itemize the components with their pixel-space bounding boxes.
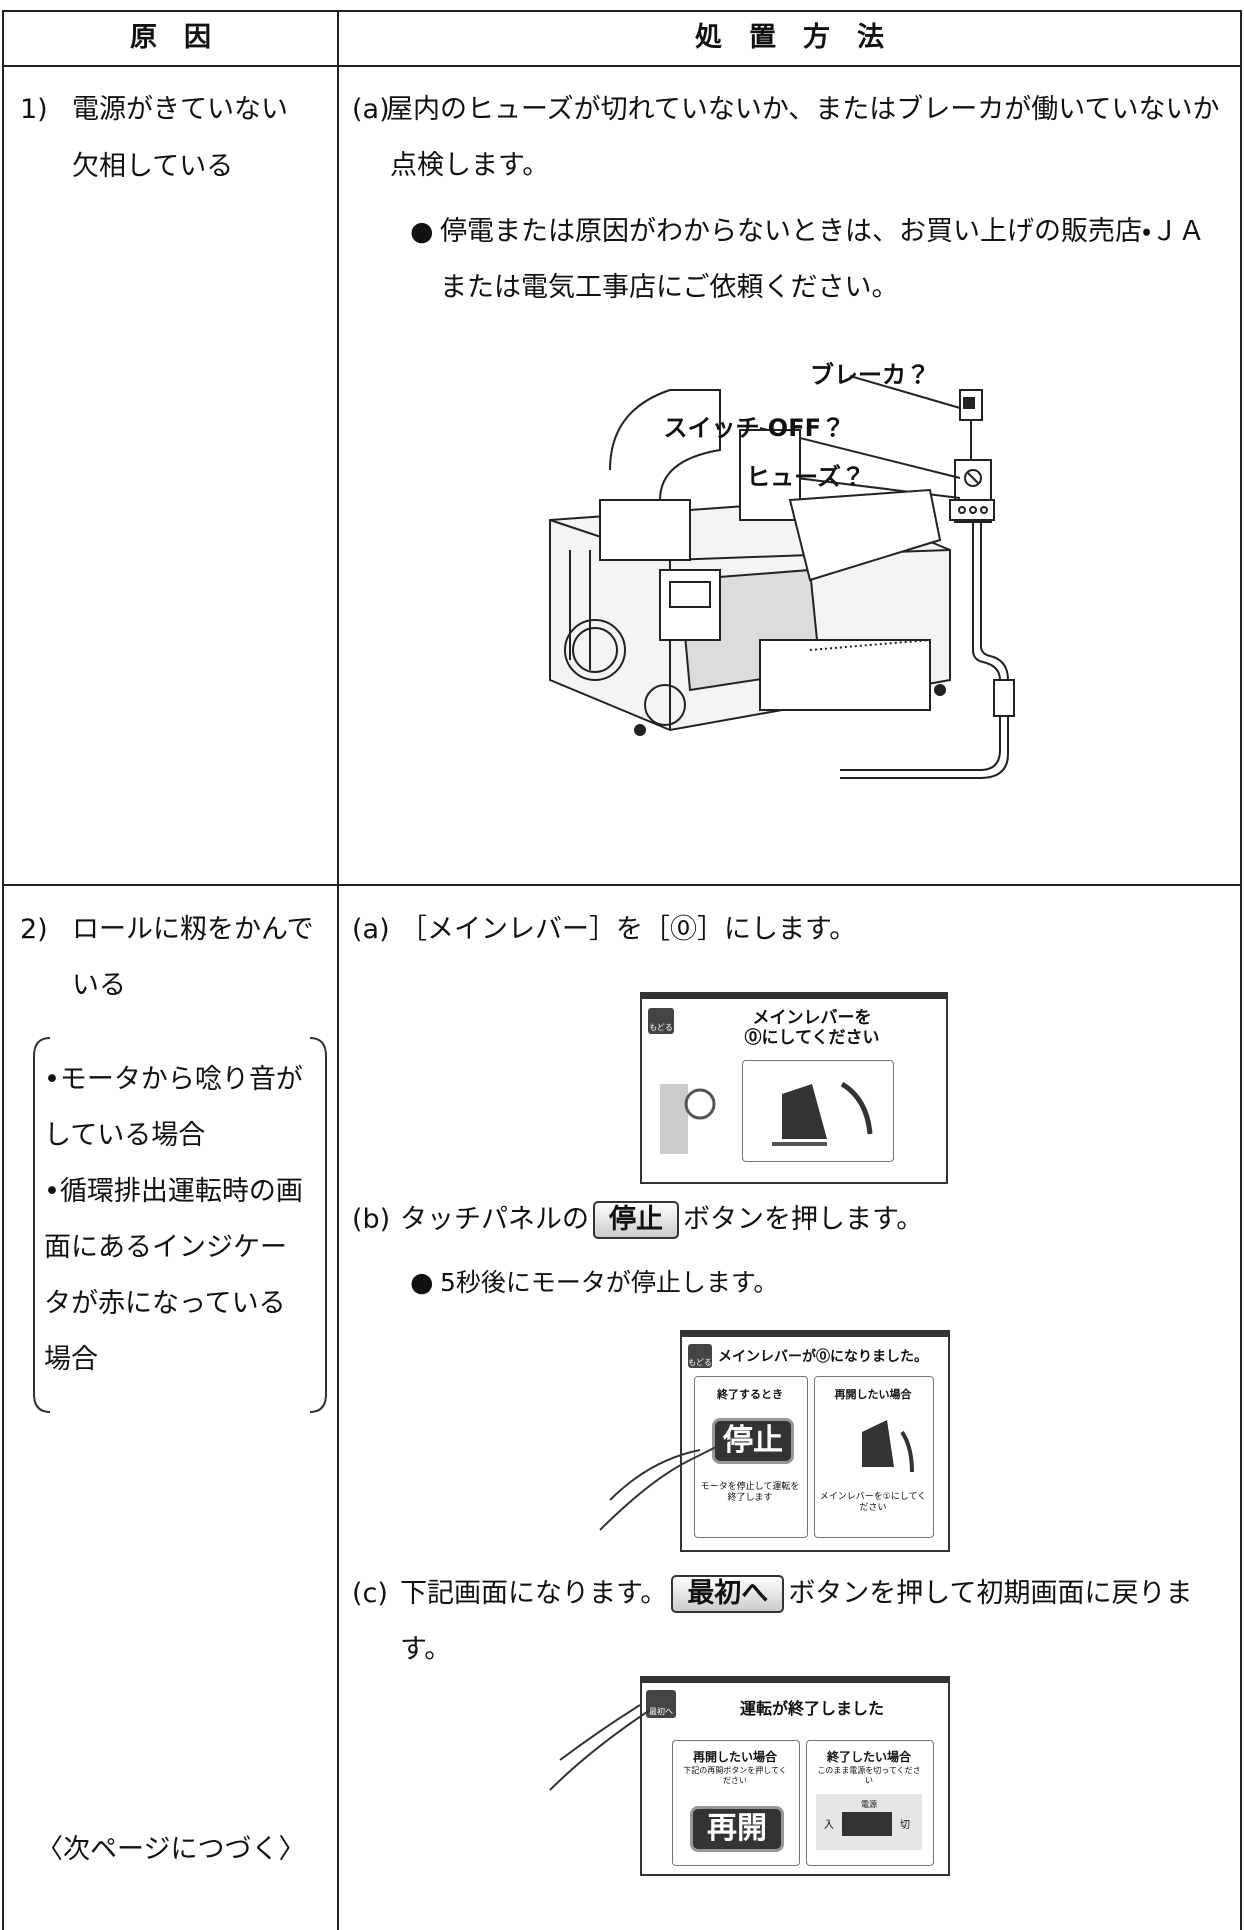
bullet: 停電または原因がわからないときは、お買い上げの販売店・ＪＡまたは電気工事店にご依… bbox=[440, 216, 1206, 303]
back-button: 最初へ bbox=[646, 1690, 676, 1718]
button-ref: 最初へ bbox=[671, 1575, 785, 1613]
header-remedy: 処 置 方 法 bbox=[695, 22, 884, 53]
machine-illustration bbox=[549, 375, 1015, 779]
condition: •循環排出運転時の画面にあるインジケータが赤になっている場合 bbox=[44, 1176, 303, 1375]
figure-label: スイッチ OFF？ bbox=[663, 414, 845, 442]
screen-text: 終了したい場合 bbox=[826, 1750, 911, 1764]
text: ボタンを押します。 bbox=[683, 1204, 924, 1235]
screen-text: ⓪にしてください bbox=[744, 1028, 880, 1048]
text: ボタンを押して初期画面に戻ります。 bbox=[400, 1578, 1193, 1665]
step-label: (a) bbox=[352, 914, 390, 945]
cause-text: ロールに籾をかんでいる bbox=[72, 914, 314, 1001]
step-label: (c) bbox=[352, 1578, 388, 1609]
hand bbox=[599, 1439, 731, 1531]
rule bbox=[2, 10, 4, 1930]
step-text: 下記画面になります。 最初へ ボタンを押して初期画面に戻ります。 bbox=[400, 1566, 1230, 1678]
step-text: ［メインレバー］を［⓪］にします。 bbox=[400, 914, 857, 945]
rule bbox=[2, 884, 1242, 886]
rule bbox=[337, 10, 339, 1930]
screen: もどる メインレバーを ⓪にしてください bbox=[640, 992, 948, 1184]
text: 下記画面になります。 bbox=[400, 1578, 668, 1609]
screen-text: このまま電源を切ってください bbox=[817, 1766, 921, 1785]
text: タッチパネルの bbox=[400, 1204, 589, 1235]
screen-title: メインレバーが⓪になりました。 bbox=[718, 1349, 928, 1365]
condition: •モータから唸り音がしている場合 bbox=[44, 1064, 303, 1151]
screen-text: メインレバーを①にしてください bbox=[819, 1492, 927, 1513]
rule bbox=[2, 10, 1242, 12]
step-label: (b) bbox=[352, 1204, 391, 1235]
bullet: 5秒後にモータが停止します。 bbox=[440, 1268, 779, 1297]
screen: 最初へ 運転が終了しました 再開したい場合 下記の再開ボタンを押してください 再… bbox=[640, 1676, 950, 1876]
screen-text: 再開したい場合 bbox=[692, 1750, 777, 1764]
screen-text: メインレバーを bbox=[752, 1008, 872, 1028]
screen-text: 入 bbox=[824, 1820, 834, 1831]
back-button: もどる bbox=[648, 1008, 674, 1034]
header-cause: 原 因 bbox=[130, 22, 211, 53]
hand bbox=[549, 1704, 651, 1791]
back-button: もどる bbox=[688, 1344, 712, 1368]
screen-button: 再開 bbox=[690, 1806, 784, 1852]
screen: もどる メインレバーが⓪になりました。 終了するとき 停止 モータを停止して運転… bbox=[680, 1330, 950, 1552]
screen-text: モータを停止して運転を終了します bbox=[700, 1482, 800, 1503]
step-label: (a) bbox=[352, 94, 390, 125]
screen-text: 切 bbox=[900, 1820, 910, 1831]
screen-button: 停止 bbox=[712, 1418, 794, 1464]
screen-text: 電源 bbox=[861, 1800, 877, 1809]
row-number: 2) bbox=[20, 914, 48, 945]
step-text: タッチパネルの 停止 ボタンを押します。 bbox=[400, 1192, 923, 1248]
screen-text: 再開したい場合 bbox=[834, 1388, 912, 1401]
step-text: 屋内のヒューズが切れていないか、またはブレーカが働いていないか点検します。 bbox=[386, 94, 1220, 181]
figure-label: ヒューズ？ bbox=[746, 463, 865, 491]
continued-note: 〈次ページにつづく〉 bbox=[36, 1834, 306, 1865]
cause-line: 電源がきていない bbox=[72, 94, 288, 125]
rule bbox=[1240, 10, 1242, 1930]
rule bbox=[2, 65, 1242, 67]
screen-text: 下記の再開ボタンを押してください bbox=[683, 1766, 787, 1785]
bracket bbox=[33, 1037, 327, 1413]
screen-title: 運転が終了しました bbox=[739, 1699, 884, 1718]
cause-line: 欠相している bbox=[72, 151, 234, 182]
row-number: 1) bbox=[20, 94, 48, 125]
button-ref: 停止 bbox=[593, 1201, 679, 1239]
screen-text: 終了するとき bbox=[717, 1388, 783, 1401]
figure-label: ブレーカ？ bbox=[810, 361, 930, 389]
